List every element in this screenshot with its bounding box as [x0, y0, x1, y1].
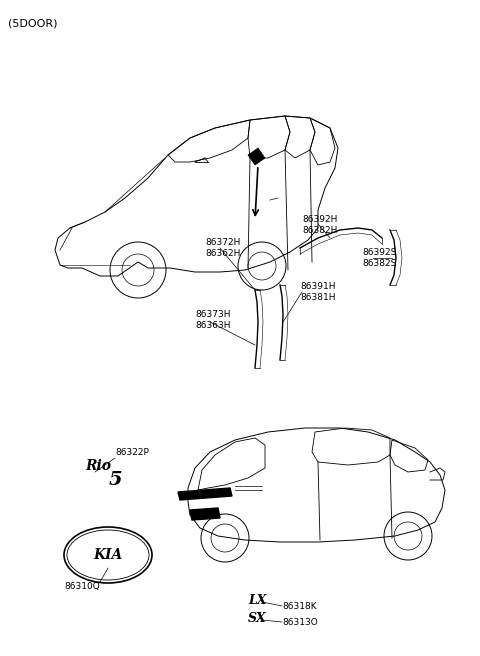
Text: 86392S
86382S: 86392S 86382S [362, 248, 396, 268]
Text: 86310Q: 86310Q [64, 582, 100, 591]
Text: (5DOOR): (5DOOR) [8, 18, 58, 28]
Polygon shape [248, 148, 265, 165]
Text: 86322P: 86322P [115, 448, 149, 457]
Text: SX: SX [248, 611, 267, 625]
Text: 5: 5 [109, 471, 122, 489]
Polygon shape [190, 508, 220, 520]
Text: 86373H
86363H: 86373H 86363H [195, 310, 230, 330]
Text: 86372H
86362H: 86372H 86362H [205, 238, 240, 258]
Polygon shape [178, 488, 232, 500]
Text: 86391H
86381H: 86391H 86381H [300, 282, 336, 302]
Text: KIA: KIA [94, 548, 122, 562]
Text: 86392H
86382H: 86392H 86382H [302, 215, 337, 235]
Text: Rio: Rio [85, 459, 111, 473]
Text: LX: LX [248, 594, 266, 607]
Text: 86318K: 86318K [282, 602, 317, 611]
Text: 86313O: 86313O [282, 618, 318, 627]
